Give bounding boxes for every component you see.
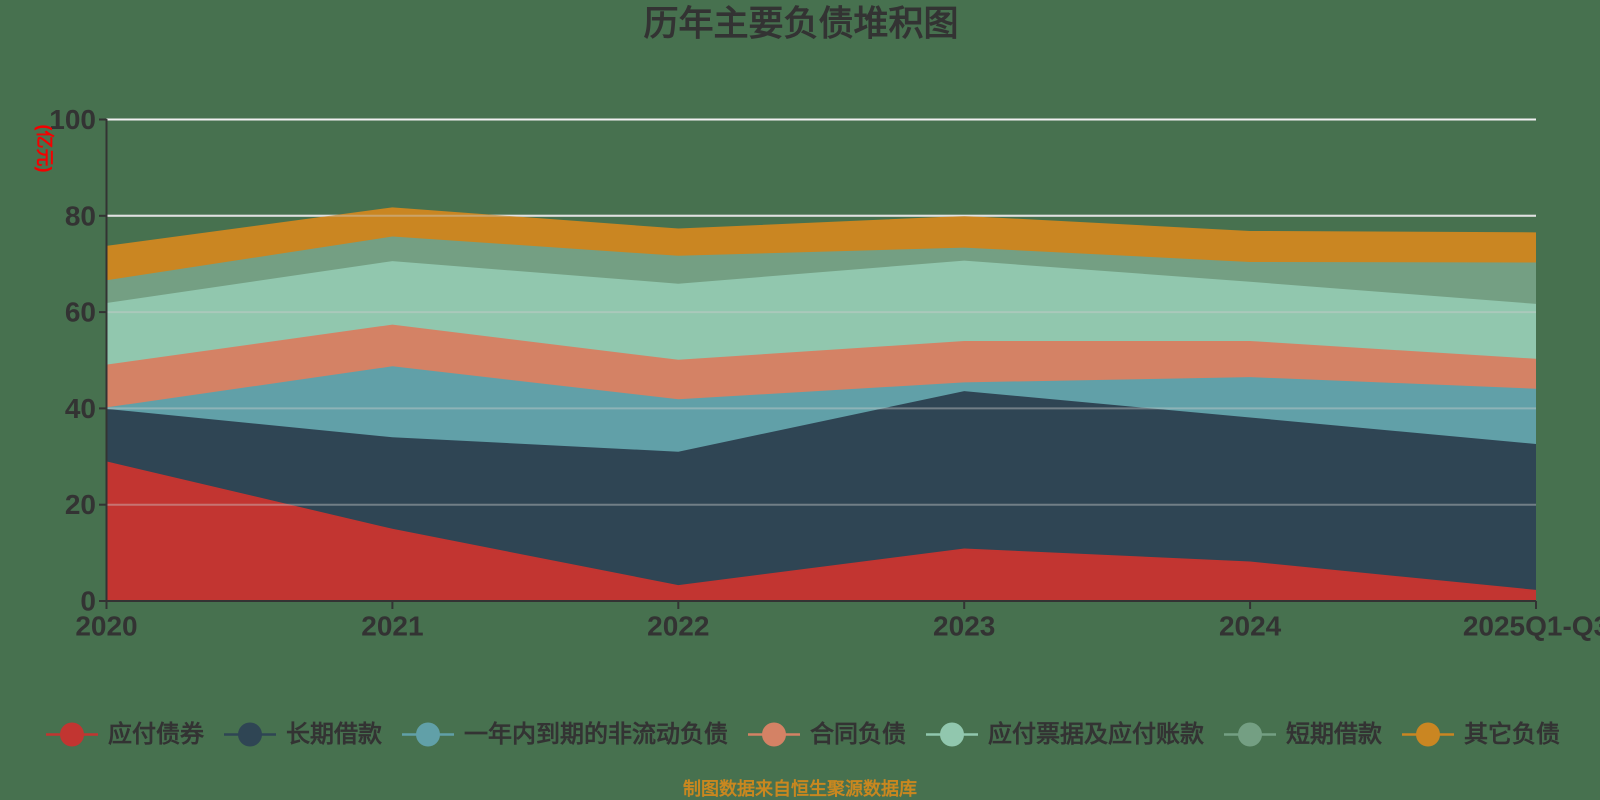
svg-text:2025Q1-Q3: 2025Q1-Q3 (1463, 611, 1600, 642)
svg-text:应付票据及应付账款: 应付票据及应付账款 (988, 720, 1205, 748)
svg-text:100: 100 (49, 104, 96, 135)
svg-text:应付债券: 应付债券 (108, 720, 205, 748)
svg-text:长期借款: 长期借款 (286, 721, 383, 748)
svg-text:60: 60 (65, 297, 96, 328)
svg-text:制图数据来自恒生聚源数据库: 制图数据来自恒生聚源数据库 (683, 778, 917, 799)
svg-text:合同负债: 合同负债 (810, 720, 906, 748)
svg-text:20: 20 (65, 489, 96, 520)
svg-text:其它负债: 其它负债 (1464, 720, 1560, 748)
svg-text:2020: 2020 (75, 611, 137, 642)
svg-text:2021: 2021 (361, 611, 423, 642)
svg-text:2023: 2023 (933, 611, 995, 642)
svg-text:短期借款: 短期借款 (1286, 720, 1383, 748)
svg-text:2022: 2022 (647, 611, 709, 642)
svg-text:0: 0 (80, 586, 96, 617)
svg-text:80: 80 (65, 200, 96, 231)
svg-text:一年内到期的非流动负债: 一年内到期的非流动负债 (464, 720, 728, 748)
svg-text:(亿元): (亿元) (35, 125, 56, 173)
svg-text:历年主要负债堆积图: 历年主要负债堆积图 (643, 5, 958, 44)
svg-text:40: 40 (65, 393, 96, 424)
svg-text:2024: 2024 (1219, 611, 1282, 642)
